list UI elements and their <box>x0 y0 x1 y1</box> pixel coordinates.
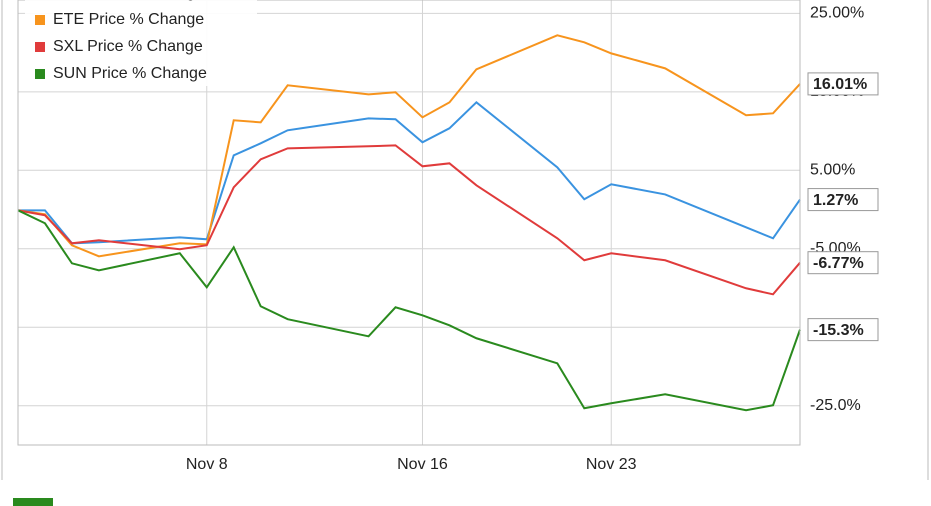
value-label: -15.3% <box>813 322 864 339</box>
ticks: 25.00%15.00%5.00%-5.00%-15.0%-25.0%Nov 8… <box>186 5 864 474</box>
x-tick-label: Nov 23 <box>586 456 637 473</box>
legend-swatch <box>35 69 45 79</box>
plot-border <box>17 0 801 446</box>
legend: ETP Price % Change ETE Price % Change SXL … <box>25 0 257 86</box>
legend-label: SXL Price % Change <box>53 38 203 55</box>
legend-box <box>25 0 257 86</box>
x-tick-label: Nov 16 <box>397 456 448 473</box>
y-tick-label: 25.00% <box>810 5 864 22</box>
logo <box>13 498 53 506</box>
value-label-box <box>807 188 879 212</box>
legend-swatch <box>35 15 45 25</box>
value-label-box <box>807 72 879 96</box>
value-label: -6.77% <box>813 255 864 272</box>
logo-mark <box>13 498 53 506</box>
value-label: 1.27% <box>813 192 858 209</box>
value-label: 16.01% <box>813 76 867 93</box>
y-tick-label: 5.00% <box>810 162 855 179</box>
value-label-box <box>807 318 879 342</box>
series-line <box>17 144 801 296</box>
legend-label: SUN Price % Change <box>53 65 207 82</box>
legend-label: ETP Price % Change <box>53 0 204 1</box>
value-label-box <box>807 251 879 275</box>
series-line <box>17 209 801 412</box>
legend-swatch <box>35 42 45 52</box>
x-tick-label: Nov 8 <box>186 456 228 473</box>
series-line <box>17 34 801 258</box>
end-labels: 1.27% 16.01% -6.77% -15.3% <box>807 72 879 342</box>
legend-label: ETE Price % Change <box>53 11 204 28</box>
y-tick-label: -25.0% <box>810 397 861 414</box>
lines <box>17 34 801 412</box>
series-line <box>18 101 801 245</box>
